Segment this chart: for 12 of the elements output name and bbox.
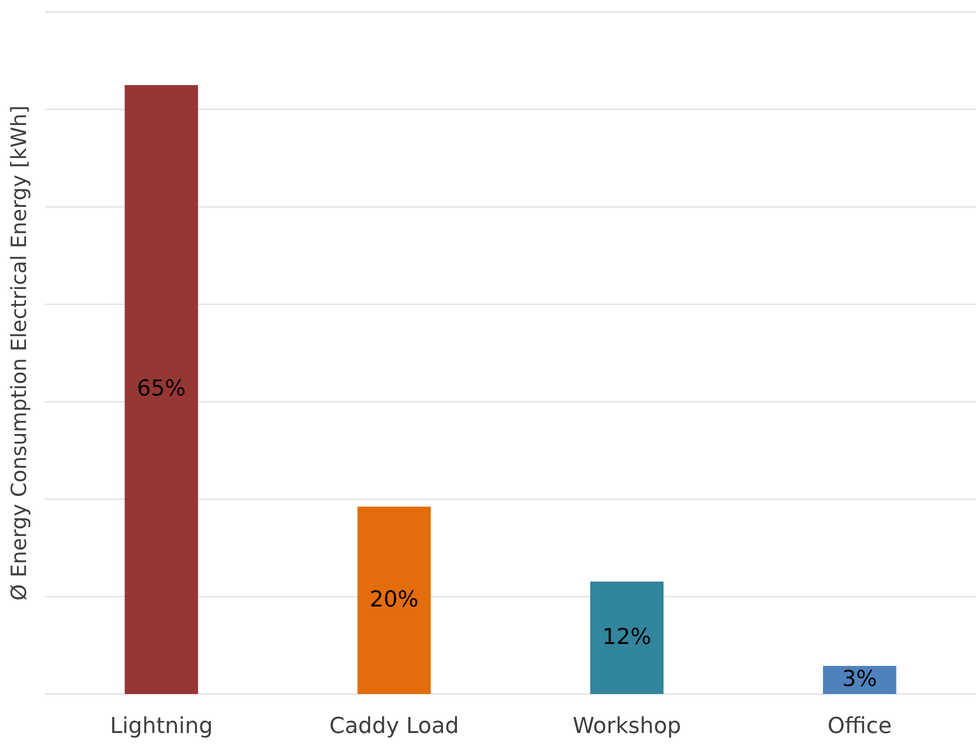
bar — [124, 85, 198, 694]
x-tick-label: Lightning — [110, 714, 213, 739]
x-tick-label: Caddy Load — [329, 714, 459, 739]
data-label: 20% — [370, 587, 419, 612]
data-label: 12% — [602, 624, 652, 650]
y-axis-title: Ø Energy Consumption Electrical Energy [kWh] — [7, 105, 31, 601]
bar — [590, 582, 664, 694]
data-label: 65% — [136, 376, 186, 402]
bar — [357, 506, 431, 694]
data-label: 3% — [842, 666, 878, 692]
x-tick-label: Workshop — [572, 714, 682, 739]
x-tick-label: Office — [828, 714, 892, 739]
